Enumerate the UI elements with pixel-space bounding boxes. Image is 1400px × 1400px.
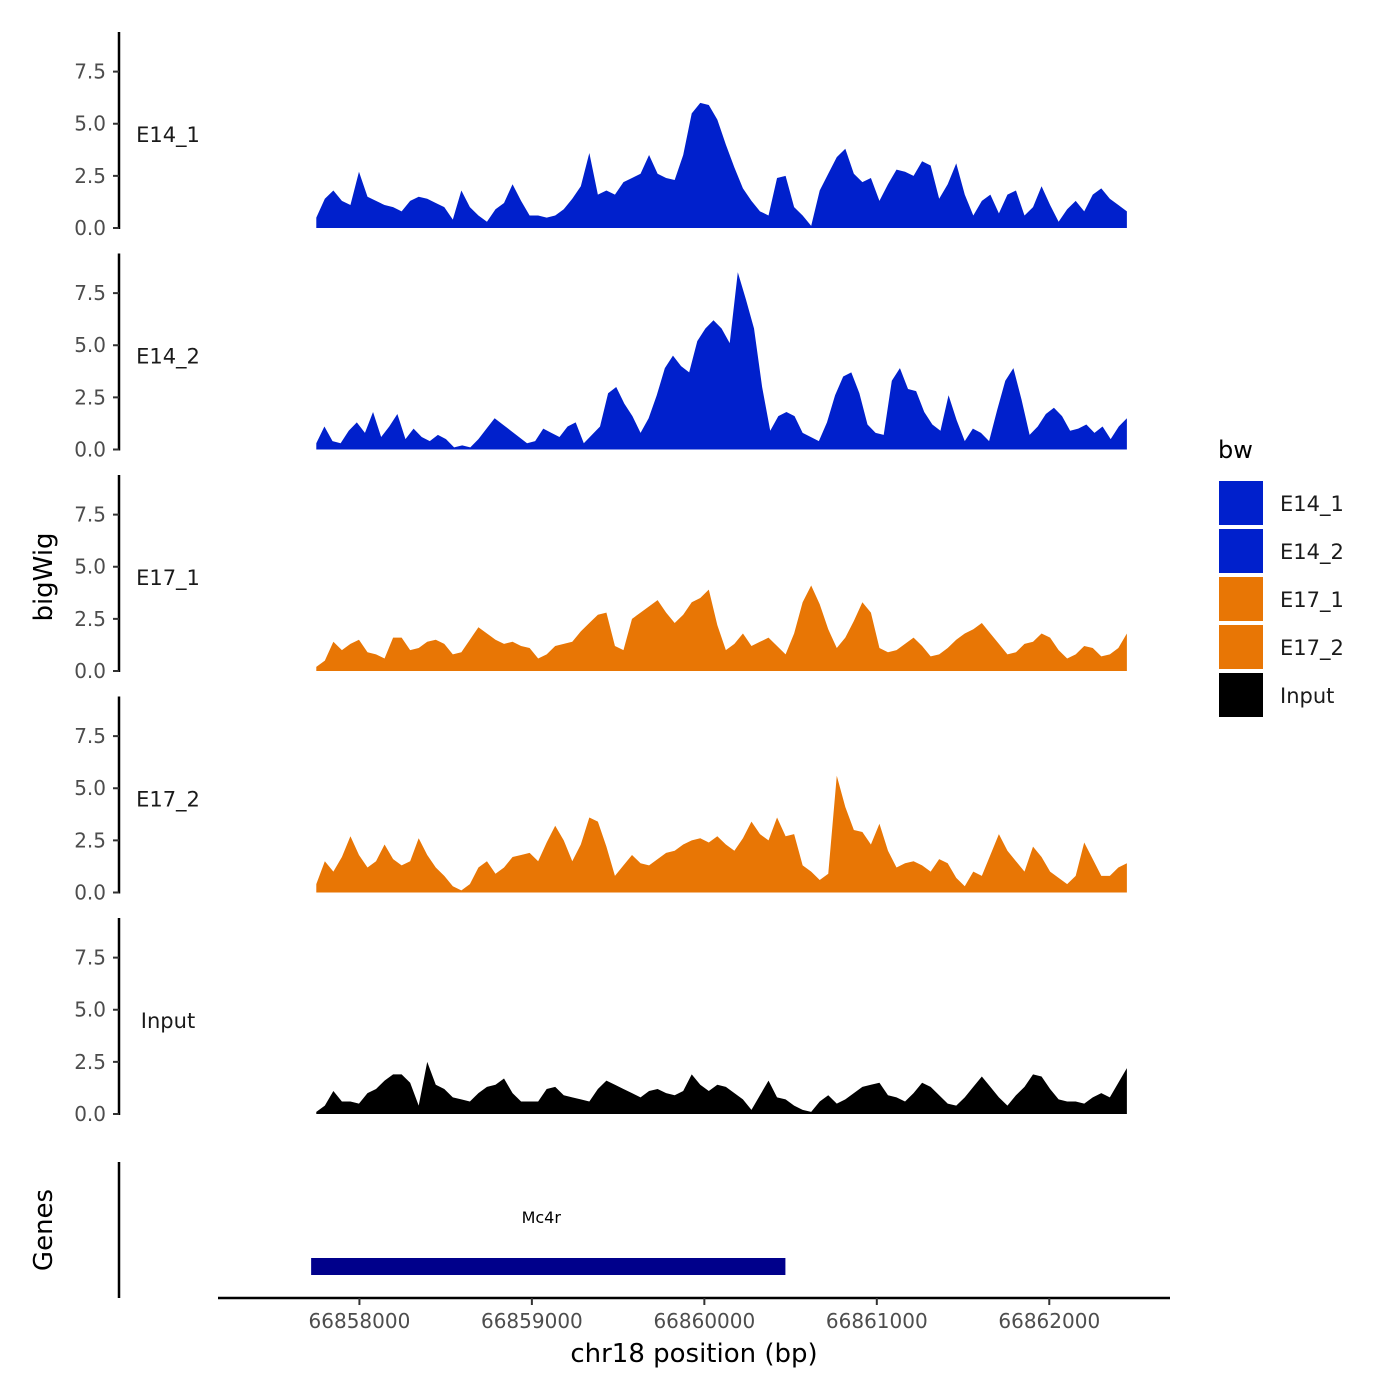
x-tick-label: 66860000: [653, 1309, 755, 1333]
track-panel-input: 0.0 2.5 5.0 7.5 Input: [74, 918, 1127, 1126]
y-tick-label: 7.5: [74, 724, 106, 748]
y-tick-label: 5.0: [74, 998, 106, 1022]
y-tick-label: 0.0: [74, 216, 106, 240]
legend-item-e17_2: E17_2: [1217, 623, 1344, 671]
legend-label: E14_2: [1280, 540, 1344, 565]
signal-area-e14_2: [316, 272, 1127, 450]
legend-item-e14_1: E14_1: [1217, 479, 1344, 527]
y-axis-title: bigWig: [29, 532, 59, 621]
gene-label: Mc4r: [522, 1208, 562, 1227]
y-tick-label: 7.5: [74, 503, 106, 527]
legend-item-e14_2: E14_2: [1217, 527, 1344, 575]
track-panel-e14_1: 0.0 2.5 5.0 7.5 E14_1: [74, 32, 1127, 240]
track-label: E14_1: [136, 123, 200, 148]
y-tick-label: 2.5: [74, 1050, 106, 1074]
legend-label: E14_1: [1280, 492, 1344, 517]
legend-swatch: [1217, 527, 1265, 575]
track-label: E17_2: [136, 788, 200, 813]
signal-area-e14_1: [316, 102, 1127, 228]
signal-area-e17_1: [316, 585, 1127, 671]
gene-bar: [311, 1258, 786, 1275]
y-tick-label: 0.0: [74, 881, 106, 905]
legend-swatch: [1217, 623, 1265, 671]
x-axis: 66858000 66859000 66860000 66861000 66862000…: [218, 1296, 1170, 1369]
legend-title: bw: [1218, 436, 1253, 464]
track-panel-e17_1: 0.0 2.5 5.0 7.5 E17_1: [74, 475, 1127, 683]
legend-item-input: Input: [1217, 671, 1334, 719]
y-tick-label: 7.5: [74, 60, 106, 84]
x-ticks: 66858000 66859000 66860000 66861000 66862000: [309, 1298, 1100, 1333]
track-label: E14_2: [136, 345, 200, 370]
track-label: E17_1: [136, 566, 200, 591]
legend-label: E17_1: [1280, 588, 1344, 613]
y-tick-label: 2.5: [74, 828, 106, 852]
legend-swatch: [1217, 671, 1265, 719]
legend: bw E14_1 E14_2 E17_1 E17_2 Input: [1217, 436, 1344, 719]
x-axis-title: chr18 position (bp): [570, 1339, 817, 1369]
x-tick-label: 66862000: [998, 1309, 1100, 1333]
y-tick-label: 5.0: [74, 112, 106, 136]
track-panel-e14_2: 0.0 2.5 5.0 7.5 E14_2: [74, 253, 1127, 462]
x-tick-label: 66861000: [826, 1309, 928, 1333]
track-panels: 0.0 2.5 5.0 7.5 E14_1 0.0 2.5 5.0 7.5 E14_2 0.0 2.5…: [74, 32, 1127, 1126]
genes-axis-title: Genes: [29, 1189, 59, 1271]
y-tick-label: 0.0: [74, 438, 106, 462]
gene-track: Mc4r Genes: [29, 1162, 786, 1298]
x-tick-label: 66858000: [309, 1309, 411, 1333]
track-label: Input: [141, 1009, 195, 1033]
legend-items: E14_1 E14_2 E17_1 E17_2 Input: [1217, 479, 1344, 719]
y-tick-label: 0.0: [74, 1102, 106, 1126]
y-tick-label: 7.5: [74, 946, 106, 970]
y-tick-label: 5.0: [74, 555, 106, 579]
y-tick-label: 0.0: [74, 659, 106, 683]
legend-swatch: [1217, 575, 1265, 623]
y-tick-label: 5.0: [74, 776, 106, 800]
y-tick-label: 2.5: [74, 164, 106, 188]
legend-swatch: [1217, 479, 1265, 527]
x-tick-label: 66859000: [481, 1309, 583, 1333]
legend-label: E17_2: [1280, 636, 1344, 661]
signal-area-input: [316, 1061, 1127, 1114]
y-tick-label: 2.5: [74, 607, 106, 631]
signal-area-e17_2: [316, 775, 1127, 893]
y-tick-label: 2.5: [74, 385, 106, 409]
y-tick-label: 7.5: [74, 281, 106, 305]
legend-item-e17_1: E17_1: [1217, 575, 1344, 623]
y-tick-label: 5.0: [74, 333, 106, 357]
legend-label: Input: [1280, 684, 1334, 708]
track-panel-e17_2: 0.0 2.5 5.0 7.5 E17_2: [74, 696, 1127, 905]
